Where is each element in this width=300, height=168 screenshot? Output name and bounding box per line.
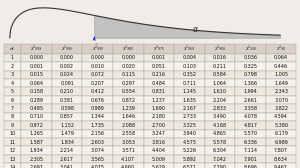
Text: $\chi^2_\alpha$: $\chi^2_\alpha$ xyxy=(90,41,99,52)
Text: $\alpha$: $\alpha$ xyxy=(192,25,199,34)
